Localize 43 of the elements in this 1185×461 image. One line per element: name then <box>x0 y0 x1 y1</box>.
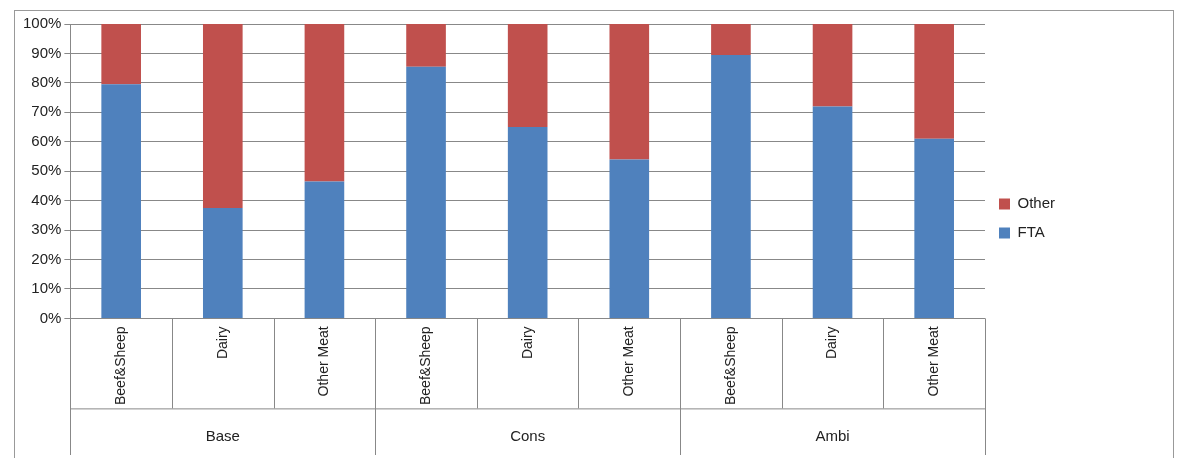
bar <box>914 24 954 139</box>
y-tick-label: 20% <box>31 249 62 267</box>
text: Ambi <box>815 426 850 444</box>
bar <box>812 24 853 107</box>
bar <box>406 66 446 318</box>
x-tick-label: Other Meat <box>315 326 332 397</box>
text: Base <box>205 426 240 444</box>
bar <box>711 54 751 318</box>
bar <box>812 106 853 318</box>
bar <box>609 159 650 318</box>
y-tick-label: 30% <box>31 220 62 238</box>
bar <box>711 24 751 55</box>
y-tick-label: 10% <box>31 279 62 297</box>
y-tick-label: 40% <box>31 190 62 208</box>
y-tick-label: 100% <box>22 14 62 32</box>
legend-label: Other <box>1017 194 1055 212</box>
bar <box>507 127 548 318</box>
bar <box>304 24 345 182</box>
y-tick-label: 90% <box>31 43 62 61</box>
bar <box>304 181 345 318</box>
bar <box>101 24 141 85</box>
y-tick-label: 60% <box>31 131 62 149</box>
x-tick-label: Other Meat <box>925 326 942 397</box>
bar <box>609 24 650 160</box>
bar <box>202 24 243 208</box>
x-tick-label: Dairy <box>518 326 535 360</box>
y-tick-label: 70% <box>31 102 62 120</box>
x-tick-label: Dairy <box>213 326 230 360</box>
bar <box>914 138 954 318</box>
bar <box>101 84 141 318</box>
bar <box>202 207 243 318</box>
x-tick-label: Beef&Sheep <box>416 326 433 405</box>
x-tick-label: Beef&Sheep <box>721 326 738 405</box>
bar <box>507 24 548 128</box>
y-tick-label: 80% <box>31 73 62 91</box>
y-tick-label: 50% <box>31 161 62 179</box>
bar <box>406 24 446 67</box>
legend-label: FTA <box>1017 223 1045 241</box>
x-tick-label: Dairy <box>823 326 840 360</box>
y-tick-label: 0% <box>39 308 62 326</box>
x-tick-label: Other Meat <box>620 326 637 397</box>
x-tick-label: Beef&Sheep <box>112 326 129 405</box>
text: Cons <box>510 426 546 444</box>
